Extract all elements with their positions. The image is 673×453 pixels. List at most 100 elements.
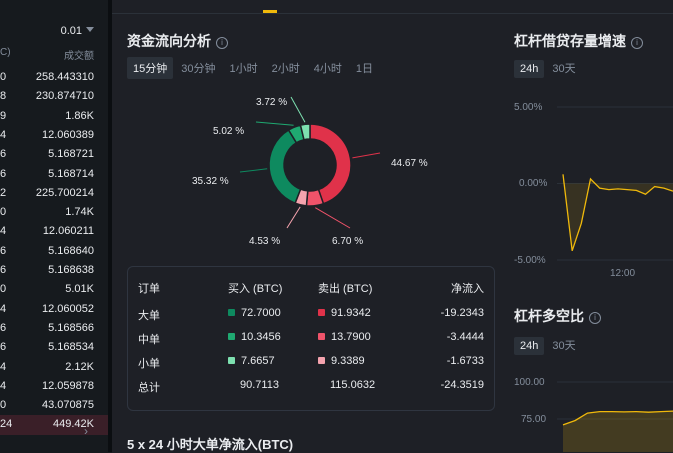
sell-color-icon [318, 333, 325, 340]
donut-label: 5.02 % [213, 126, 245, 137]
net-inflow: -3.4444 [446, 331, 484, 343]
trade-row-turnover: 5.168721 [48, 148, 94, 161]
info-icon[interactable]: i [589, 312, 601, 324]
top-strip [112, 0, 673, 13]
trade-row: 4 2.12K [0, 358, 108, 378]
long-short-tabs: 24h 30天 [514, 334, 584, 356]
chevron-down-icon [86, 27, 94, 32]
trade-row: 6 5.168638 [0, 261, 108, 281]
trade-row-turnover: 225.700214 [35, 186, 94, 199]
trade-row-qty: 24 [0, 418, 13, 431]
trade-row: 0 1.74K [0, 203, 108, 223]
donut-label: 35.32 % [192, 176, 229, 187]
trade-row: 2 225.700214 [0, 184, 108, 204]
trade-row-qty: 2 [0, 186, 7, 199]
trade-row-turnover: 5.168566 [48, 321, 94, 334]
donut-leader-line [352, 152, 381, 159]
tab[interactable]: 24h [514, 337, 545, 355]
tab[interactable]: 2小时 [271, 63, 300, 75]
series-area [563, 411, 673, 452]
trade-row: 0 5.01K [0, 280, 108, 300]
trade-row-turnover: 230.874710 [35, 90, 94, 103]
donut-slice[interactable] [299, 123, 311, 141]
trade-row: 4 12.060052 [0, 300, 108, 320]
trade-row-qty: 4 [0, 302, 7, 315]
trade-row-turnover: 12.060211 [42, 225, 94, 238]
sell-text: 91.9342 [331, 307, 371, 319]
sell-value: 115.0632 [330, 379, 375, 391]
tab[interactable]: 30天 [552, 63, 576, 75]
trade-row-turnover: 5.168534 [48, 341, 94, 354]
trade-row: 4 12.059878 [0, 377, 108, 397]
buy-text: 买入 (BTC) [228, 283, 283, 295]
big-order-netflow-title: 5 x 24 小时大单净流入(BTC) [127, 437, 294, 452]
tab[interactable]: 30天 [552, 340, 576, 352]
donut-label: 4.53 % [249, 236, 281, 247]
y-tick-label: 0.00% [519, 178, 548, 189]
trade-row-qty: 0 [0, 71, 7, 83]
y-tick-label: -5.00% [514, 255, 546, 266]
trade-row: 0 258.443310 [0, 68, 108, 88]
chevron-right-icon[interactable]: › [84, 424, 88, 438]
trade-row-qty: 8 [0, 90, 7, 103]
table-row: 小单 7.6657 9.3389 -1.6733 [128, 352, 494, 372]
long-short-title: 杠杆多空比 i [514, 306, 601, 326]
fund-flow-tabs: 15分钟 30分钟 1小时 2小时 4小时 1日 [127, 57, 381, 79]
tab[interactable]: 15分钟 [127, 57, 174, 79]
tab[interactable]: 4小时 [313, 63, 342, 75]
donut-leader-line [239, 168, 268, 173]
analysis-panel [112, 13, 673, 453]
trade-row-turnover: 1.74K [65, 206, 94, 219]
table-row: 订单 买入 (BTC) 卖出 (BTC) 净流入 [128, 277, 494, 297]
trade-row-qty: 0 [0, 399, 7, 412]
y-tick-label: 100.00 [514, 377, 545, 388]
net-inflow: -1.6733 [446, 355, 484, 367]
trade-row-qty: 4 [0, 379, 7, 392]
trade-row-turnover: 5.168638 [48, 264, 94, 276]
trade-row-qty: 6 [0, 321, 7, 334]
tab[interactable]: 30分钟 [181, 63, 216, 75]
net-inflow: -19.2343 [440, 307, 484, 319]
tab[interactable]: 24h [514, 60, 545, 78]
donut-leader-line [290, 96, 306, 123]
sell-value: 91.9342 [318, 307, 371, 319]
donut-leader-line [286, 206, 301, 229]
buy-text: 10.3456 [241, 331, 281, 343]
trade-row-turnover: 43.070875 [42, 399, 94, 412]
trade-row-turnover: 12.060389 [42, 128, 94, 141]
trade-row: 0 43.070875 [0, 396, 108, 416]
buy-value: 90.7113 [240, 379, 279, 391]
margin-growth-tabs: 24h 30天 [514, 57, 584, 79]
sell-text: 115.0632 [330, 379, 376, 391]
info-icon[interactable]: i [631, 37, 643, 49]
precision-select[interactable]: 0.01 [61, 25, 94, 37]
buy-value: 7.6657 [228, 355, 275, 367]
series-line[interactable] [562, 410, 673, 426]
table-row: 总计 90.7113 115.0632 -24.3519 [128, 376, 494, 396]
buy-color-icon [228, 333, 235, 340]
order-type: 中单 [138, 334, 160, 346]
trade-row-turnover: 449.42K [53, 418, 94, 431]
trade-row-qty: 6 [0, 264, 7, 276]
trade-row-turnover: 5.01K [65, 283, 94, 296]
series-line[interactable] [562, 174, 673, 252]
column-header-left: C) [0, 47, 11, 58]
buy-text: 90.7113 [240, 379, 279, 391]
table-row: 大单 72.7000 91.9342 -19.2343 [128, 304, 494, 324]
tab[interactable]: 1小时 [229, 63, 258, 75]
trade-history-panel: 0.01 C) 成交额 0 258.443310 8 230.874710 9 1.86K… [0, 0, 108, 452]
trade-row: 6 5.168640 [0, 242, 108, 262]
tab[interactable]: 1日 [355, 63, 373, 75]
trade-row-qty: 6 [0, 167, 7, 180]
trade-row-qty: 0 [0, 283, 7, 296]
trade-row-qty: 0 [0, 206, 7, 219]
precision-value: 0.01 [60, 25, 82, 37]
net-inflow: -24.3519 [440, 379, 484, 391]
net-inflow: 净流入 [451, 283, 484, 295]
x-tick-label: 12:00 [610, 268, 636, 279]
donut-label: 6.70 % [332, 236, 364, 247]
info-icon[interactable]: i [216, 37, 228, 49]
sell-color-icon [318, 309, 325, 316]
